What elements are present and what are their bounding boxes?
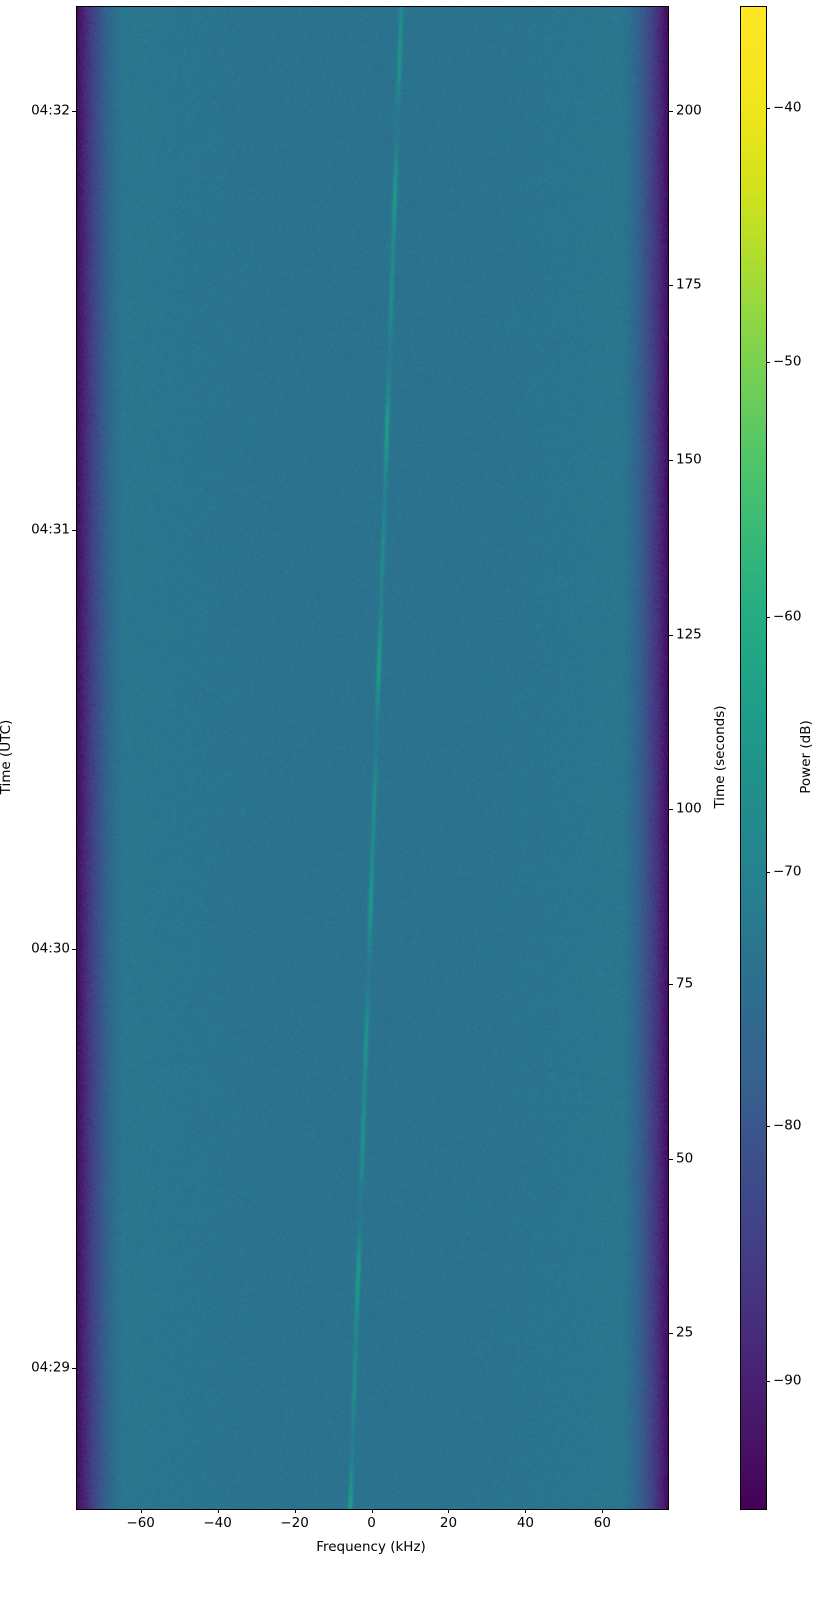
tick-right (669, 1333, 673, 1335)
tick-bottom (525, 1509, 527, 1513)
y-axis-label-right: Time (seconds) (712, 705, 728, 809)
tick-bottom (448, 1509, 450, 1513)
tick-bottom (371, 1509, 373, 1513)
tick-right (669, 110, 673, 112)
x-tick-label: 60 (593, 1515, 611, 1531)
colorbar-tick-label: −90 (773, 1371, 802, 1388)
y-tick-label-utc: 04:31 (31, 521, 70, 538)
y-axis-label-left: Time (UTC) (0, 719, 14, 795)
y-tick-label-seconds: 75 (676, 975, 694, 992)
tick-left (72, 949, 76, 951)
colorbar-tick-label: −50 (773, 353, 802, 370)
spectrogram-axes[interactable] (76, 6, 669, 1510)
x-tick-label: −60 (126, 1515, 155, 1531)
y-tick-label-seconds: 100 (676, 800, 702, 817)
y-tick-label-seconds: 25 (676, 1324, 694, 1341)
y-tick-label-seconds: 125 (676, 625, 702, 642)
y-tick-label-seconds: 150 (676, 451, 702, 468)
colorbar-tick-label: −80 (773, 1117, 802, 1134)
x-tick-label: −40 (203, 1515, 232, 1531)
tick-left (72, 1368, 76, 1370)
y-tick-label-seconds: 200 (676, 102, 702, 119)
tick-bottom (140, 1509, 142, 1513)
tick-right (669, 634, 673, 636)
tick-right (669, 984, 673, 986)
y-tick-label-utc: 04:30 (31, 940, 70, 957)
tick-cbar (766, 871, 770, 873)
tick-bottom (294, 1509, 296, 1513)
x-tick-label: 20 (439, 1515, 458, 1531)
power-colorbar[interactable] (740, 6, 767, 1510)
tick-right (669, 1158, 673, 1160)
y-tick-label-utc: 04:29 (31, 1359, 70, 1376)
x-tick-label: −20 (280, 1515, 309, 1531)
x-tick-label: 0 (367, 1515, 376, 1531)
tick-bottom (602, 1509, 604, 1513)
tick-left (72, 529, 76, 531)
colorbar-tick-label: −70 (773, 862, 802, 879)
tick-right (669, 285, 673, 287)
spectrogram-image (77, 7, 668, 1509)
tick-right (669, 809, 673, 811)
tick-left (72, 110, 76, 112)
tick-cbar (766, 1126, 770, 1128)
colorbar-tick-label: −40 (773, 99, 802, 116)
y-tick-label-seconds: 50 (676, 1149, 694, 1166)
tick-cbar (766, 362, 770, 364)
y-tick-label-utc: 04:32 (31, 102, 70, 119)
colorbar-label: Power (dB) (798, 720, 814, 794)
tick-bottom (217, 1509, 219, 1513)
colorbar-tick-label: −60 (773, 608, 802, 625)
tick-right (669, 460, 673, 462)
tick-cbar (766, 107, 770, 109)
tick-cbar (766, 1380, 770, 1382)
x-axis-label: Frequency (kHz) (316, 1539, 426, 1555)
x-tick-label: 40 (516, 1515, 534, 1531)
y-tick-label-seconds: 175 (676, 276, 702, 293)
tick-cbar (766, 616, 770, 618)
